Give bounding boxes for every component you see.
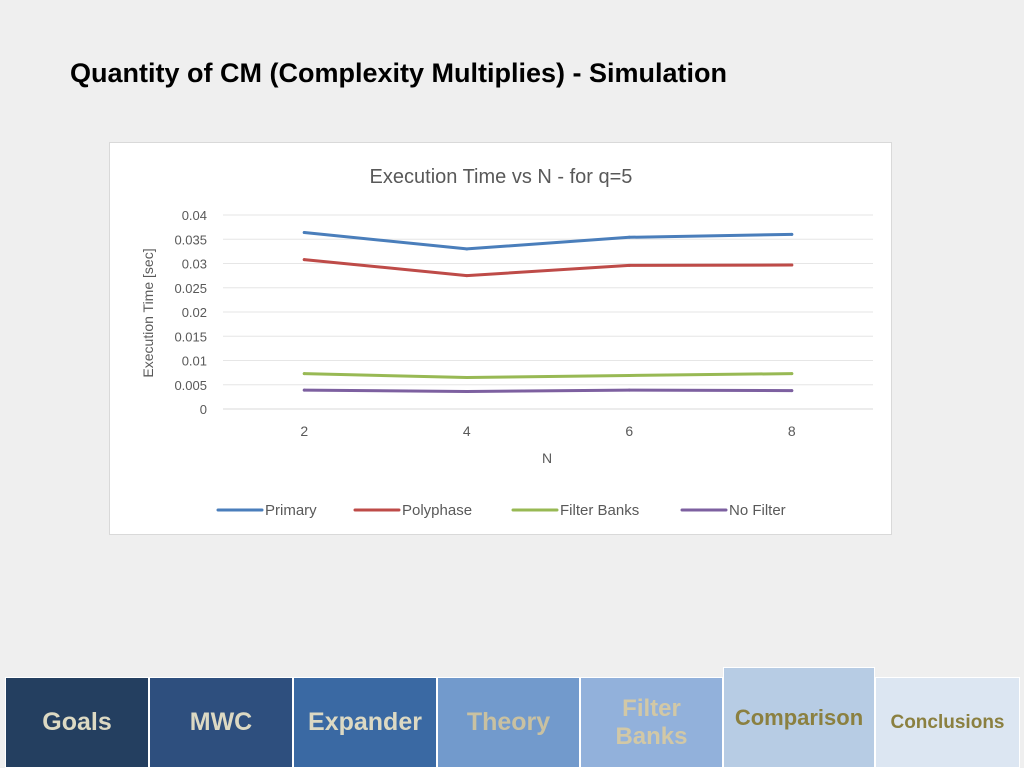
series-line-polyphase (302, 258, 794, 278)
data-point (790, 389, 794, 393)
nav-tab-label: Theory (466, 708, 551, 737)
y-tick-label: 0.03 (182, 257, 207, 272)
data-point (627, 374, 631, 378)
chart-title: Execution Time vs N - for q=5 (370, 166, 633, 188)
legend-label: No Filter (729, 502, 786, 519)
x-tick-label: 2 (300, 423, 308, 439)
tab-comparison[interactable]: Comparison (723, 667, 875, 768)
section-nav-bar: Goals MWC Expander Theory Filter Banks Compar… (0, 667, 1024, 768)
y-tick-label: 0.04 (182, 208, 207, 223)
tab-conclusions[interactable]: Conclusions (875, 677, 1020, 768)
x-tick-label: 8 (788, 423, 796, 439)
data-point (790, 263, 794, 267)
y-tick-label: 0.02 (182, 305, 207, 320)
data-point (302, 372, 306, 376)
tab-mwc[interactable]: MWC (149, 677, 293, 768)
series-line-primary (302, 231, 794, 251)
nav-tab-label: Goals (42, 708, 112, 737)
x-tick-label: 4 (463, 423, 471, 439)
series-line-no-filter (302, 388, 794, 393)
data-point (790, 232, 794, 236)
data-point (790, 372, 794, 376)
y-tick-label: 0.025 (174, 281, 207, 296)
data-point (627, 263, 631, 267)
nav-tab-label: Expander (308, 708, 422, 737)
x-axis-title: N (542, 450, 552, 466)
y-axis-title: Execution Time [sec] (140, 248, 156, 377)
data-point (302, 388, 306, 392)
legend-label: Polyphase (402, 502, 472, 519)
legend-label: Primary (265, 502, 317, 519)
y-tick-label: 0.005 (174, 378, 207, 393)
data-point (302, 230, 306, 234)
slide-title: Quantity of CM (Complexity Multiplies) -… (70, 58, 728, 88)
tab-expander[interactable]: Expander (293, 677, 437, 768)
data-point (465, 375, 469, 379)
series-line-filter-banks (302, 372, 794, 379)
nav-tab-label: Conclusions (890, 711, 1005, 733)
data-point (627, 388, 631, 392)
legend-label: Filter Banks (560, 502, 639, 519)
y-tick-label: 0 (200, 402, 207, 417)
tab-theory[interactable]: Theory (437, 677, 580, 768)
nav-tab-label: Filter Banks (615, 694, 688, 750)
y-tick-label: 0.015 (174, 329, 207, 344)
x-tick-label: 6 (625, 423, 633, 439)
tab-filter-banks[interactable]: Filter Banks (580, 677, 723, 768)
data-point (627, 235, 631, 239)
y-tick-label: 0.01 (182, 354, 207, 369)
nav-tab-label: MWC (189, 708, 253, 737)
data-point (465, 390, 469, 394)
y-tick-label: 0.035 (174, 232, 207, 247)
data-point (302, 258, 306, 262)
line-chart: Execution Time vs N - for q=5 0 0.005 0.01 0… (109, 142, 892, 535)
data-point (465, 274, 469, 278)
data-point (465, 247, 469, 251)
nav-tab-label: Comparison (734, 704, 864, 730)
chart-svg: Execution Time vs N - for q=5 0 0.005 0.01 0… (140, 166, 873, 519)
tab-goals[interactable]: Goals (5, 677, 149, 768)
